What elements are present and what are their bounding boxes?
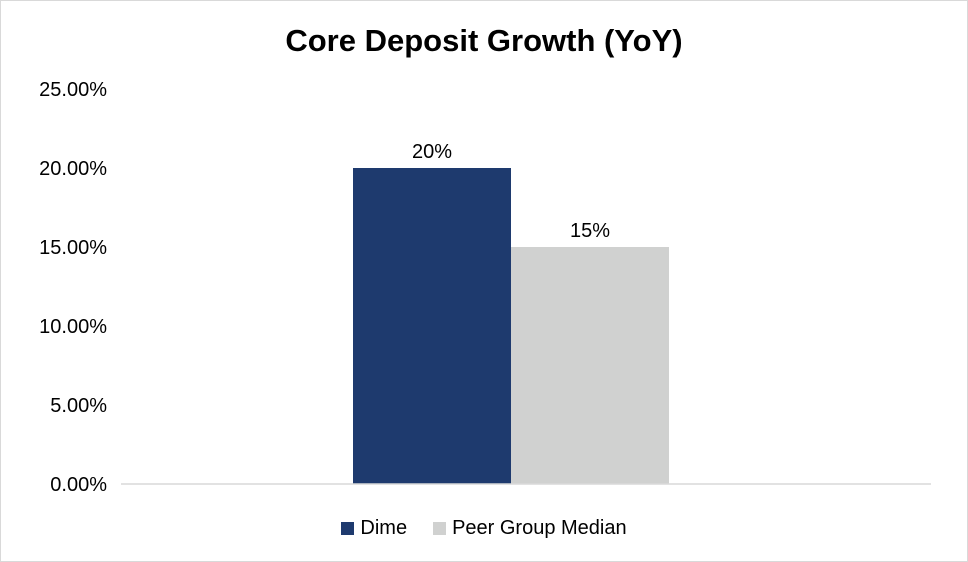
legend-label: Dime — [360, 517, 408, 539]
data-label: 20% — [412, 141, 452, 163]
legend-item: Peer Group Median — [433, 517, 627, 540]
bar-peer-group-median — [511, 247, 669, 484]
y-tick-label: 20.00% — [39, 158, 107, 180]
chart-legend: Dime Peer Group Median — [1, 517, 967, 540]
y-tick-label: 10.00% — [39, 316, 107, 338]
legend-swatch — [341, 522, 355, 535]
bar-dime — [353, 168, 511, 484]
legend-label: Peer Group Median — [452, 517, 627, 539]
legend-swatch — [433, 522, 447, 535]
data-label: 15% — [570, 220, 610, 242]
chart-title: Core Deposit Growth (YoY) — [285, 23, 683, 58]
y-tick-label: 25.00% — [39, 79, 107, 101]
y-tick-label: 15.00% — [39, 237, 107, 259]
legend-item: Dime — [341, 517, 407, 540]
y-tick-label: 5.00% — [50, 395, 107, 417]
y-tick-label: 0.00% — [50, 474, 107, 496]
